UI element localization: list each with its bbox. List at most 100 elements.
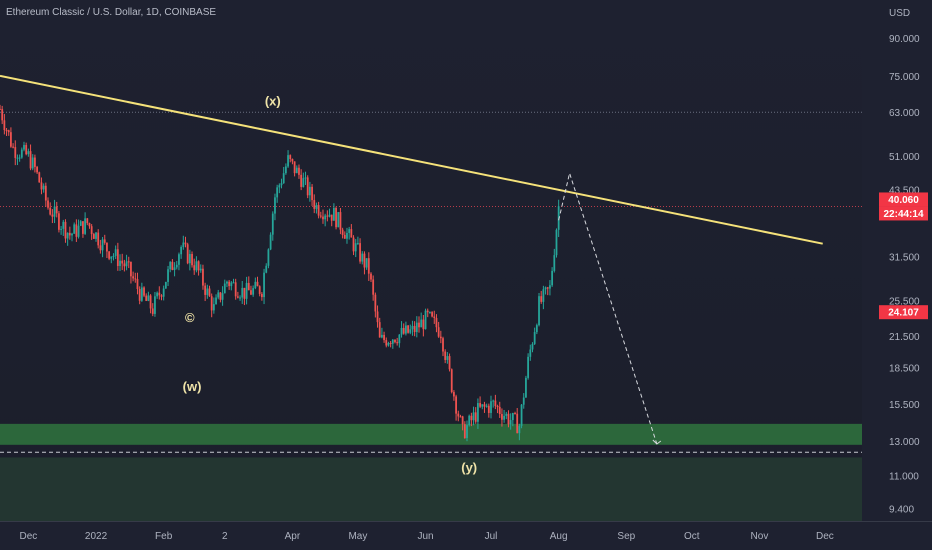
candle-body <box>64 221 67 239</box>
time-tick-label-6: Jun <box>417 531 433 542</box>
candle-body <box>151 308 154 314</box>
projection-arrow-head <box>652 439 662 445</box>
candle-body <box>199 268 202 271</box>
candle-body <box>485 405 488 407</box>
candle-body <box>171 261 174 271</box>
price-axis[interactable]: USD 90.000 75.000 63.000 51.000 43.500 31.500 2… <box>889 8 920 515</box>
candle-body <box>544 287 547 290</box>
candle-body <box>29 151 32 169</box>
candle-body <box>481 404 484 407</box>
candle-body <box>254 281 257 289</box>
time-axis-panel[interactable] <box>0 522 932 550</box>
candle-body <box>182 242 185 247</box>
candle-body <box>411 325 414 330</box>
projection-layer[interactable] <box>558 171 662 445</box>
candle-body <box>363 253 366 268</box>
candle-body <box>119 260 121 266</box>
candle-body <box>18 157 21 159</box>
candle-body <box>525 377 527 398</box>
candle-body <box>389 343 392 345</box>
candle-body <box>343 234 346 239</box>
candle-body <box>202 268 204 286</box>
support-zone[interactable] <box>0 423 862 445</box>
candle-body <box>378 322 381 338</box>
wave-label-0: (x) <box>265 94 281 109</box>
candle-body <box>446 356 449 360</box>
candle-body <box>359 243 361 262</box>
candle-body <box>156 292 159 297</box>
candle-body <box>250 290 252 295</box>
candle-body <box>123 263 126 267</box>
candle-body <box>326 215 329 217</box>
candle-body <box>514 413 516 415</box>
candle-body <box>461 416 464 425</box>
candle-body <box>53 206 56 217</box>
candle-body <box>140 287 143 301</box>
candle-body <box>25 145 28 155</box>
candle-body <box>370 273 372 280</box>
candle-body <box>184 242 187 245</box>
candle-body <box>125 261 128 267</box>
candle-body <box>173 267 176 271</box>
candle-body <box>68 232 71 236</box>
candle-body <box>108 251 111 259</box>
candle-body <box>195 261 198 271</box>
zones-layer <box>0 423 862 522</box>
candle-body <box>110 256 113 259</box>
time-tick-label-7: Jul <box>485 531 498 542</box>
candle-body <box>263 272 265 298</box>
candle-body <box>365 258 368 268</box>
candle-body <box>470 415 473 421</box>
candle-body <box>444 351 447 360</box>
price-tick-label-6: 25.500 <box>889 297 920 308</box>
price-label-1: 22:44:14 <box>883 209 923 220</box>
candle-body <box>116 249 119 266</box>
projection-path[interactable] <box>558 171 658 445</box>
candle-body <box>234 282 237 297</box>
candle-body <box>60 228 63 230</box>
time-axis[interactable]: Dec 2022 Feb 2 Apr May Jun Jul Aug Sep Oct Nov Dec <box>19 531 833 542</box>
trendline-layer[interactable] <box>0 74 823 245</box>
candle-body <box>51 214 54 217</box>
candle-body <box>503 415 506 420</box>
candle-body <box>121 260 124 264</box>
candle-body <box>472 412 475 421</box>
candle-body <box>112 255 115 257</box>
candle-body <box>518 425 521 434</box>
candle-body <box>308 186 311 196</box>
candle-body <box>437 327 440 337</box>
candle-body <box>215 297 217 305</box>
candle-body <box>82 221 84 234</box>
candle-body <box>127 261 130 263</box>
price-tick-label-10: 13.000 <box>889 437 920 448</box>
candle-body <box>169 261 172 270</box>
resistance-trendline[interactable] <box>0 74 823 245</box>
candle-body <box>405 325 407 334</box>
lower-zone[interactable] <box>0 457 862 522</box>
candle-body <box>339 212 342 230</box>
candle-body <box>361 253 364 262</box>
candle-body <box>350 229 353 238</box>
candle-body <box>101 239 104 251</box>
price-tick-label-1: 75.000 <box>889 72 920 83</box>
candle-body <box>341 229 344 235</box>
candle-body <box>433 316 436 319</box>
horizontal-levels-layer <box>0 111 862 453</box>
candle-body <box>158 292 161 296</box>
candle-body <box>453 392 455 397</box>
candle-body <box>354 243 357 252</box>
candle-body <box>164 281 167 289</box>
candle-body <box>531 343 534 350</box>
candle-body <box>75 224 78 237</box>
candle-body <box>302 178 305 187</box>
candle-body <box>337 212 340 228</box>
time-tick-label-5: May <box>348 531 367 542</box>
candle-body <box>398 334 401 344</box>
candle-body <box>27 151 30 155</box>
candle-body <box>346 232 348 239</box>
candle-body <box>12 146 14 148</box>
candle-body <box>267 249 270 266</box>
candle-body <box>206 288 209 295</box>
price-axis-panel[interactable] <box>862 0 932 550</box>
